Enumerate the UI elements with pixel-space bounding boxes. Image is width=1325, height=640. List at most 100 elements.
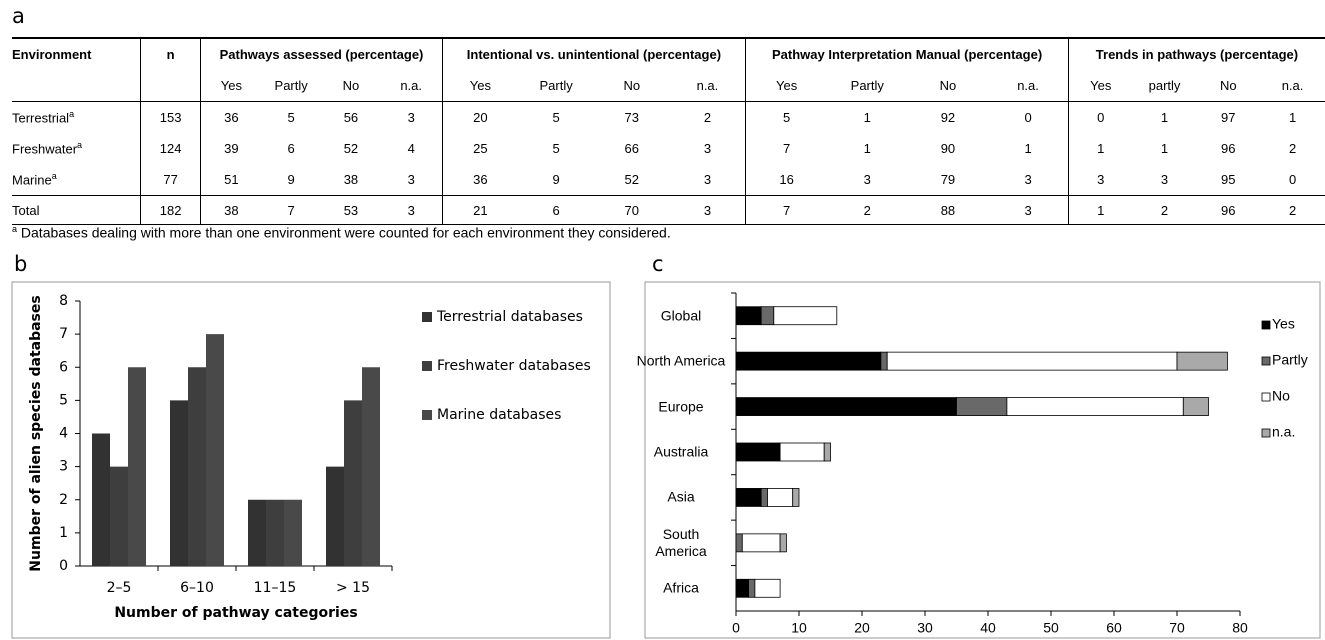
legend-label: Terrestrial databases <box>436 309 583 325</box>
legend-label: No <box>1272 388 1290 404</box>
bar-segment <box>773 306 838 326</box>
note-mark: a <box>77 140 83 151</box>
bar <box>170 400 188 566</box>
cell: 70 <box>593 195 670 225</box>
bar <box>344 400 362 566</box>
bar-segment <box>1176 351 1228 371</box>
panel-frame <box>644 281 1321 639</box>
cell: 9 <box>552 172 560 187</box>
cell: 2 <box>703 110 712 125</box>
y-tick-label: Africa <box>663 579 699 596</box>
footnote-text: Databases dealing with more than one env… <box>20 224 671 241</box>
panel-label: a <box>12 4 25 28</box>
bar-segment <box>792 488 800 507</box>
cell: 92 <box>940 110 956 125</box>
x-tick-label: > 15 <box>336 580 370 596</box>
cell: 1 <box>1160 110 1169 125</box>
y-tick-label: 4 <box>59 426 68 442</box>
legend-label: Partly <box>1272 352 1308 368</box>
bar-segment <box>735 533 743 553</box>
subheader: No <box>907 70 989 102</box>
group-header: Pathways assessed (percentage) <box>200 38 443 70</box>
table-row: Terrestriala 153 36 5 56 3 20 5 73 2 5 1 92 0 0 1 97 1 <box>12 101 1325 134</box>
cell: 73 <box>624 110 640 125</box>
cell: 153 <box>139 101 201 133</box>
cell: 16 <box>745 164 827 196</box>
cell: 56 <box>343 110 359 125</box>
bar <box>362 367 380 566</box>
table-row: Freshwatera 124 39 6 52 4 25 5 66 3 7 1 90 1 1 1 96 2 <box>12 133 1325 164</box>
cell: 38 <box>200 195 262 225</box>
y-tick-label: Europe <box>658 398 704 415</box>
bar <box>188 367 206 566</box>
legend-label: Freshwater databases <box>437 358 591 374</box>
row-label: Marinea <box>12 164 140 196</box>
bar-segment <box>748 578 756 598</box>
table-row: Marinea 77 51 9 38 3 36 9 52 3 16 3 79 3 3 3 95 0 <box>12 164 1325 196</box>
y-tick-label: 8 <box>59 293 68 309</box>
cell: 5 <box>552 141 560 156</box>
y-tick-label: 0 <box>59 558 68 574</box>
cell: 1 <box>1067 133 1133 164</box>
cell: 1 <box>1160 141 1169 156</box>
bar <box>266 499 284 566</box>
cell: 1 <box>1024 141 1032 156</box>
cell: 7 <box>261 195 322 225</box>
subheader: Yes <box>200 70 262 102</box>
cell: 1 <box>863 141 871 156</box>
y-axis-label: Number of alien species databases <box>28 295 44 571</box>
panel-frame <box>11 281 611 639</box>
row-name: Terrestrial <box>12 110 70 126</box>
legend-label: n.a. <box>1272 424 1295 440</box>
bar-segment <box>735 488 762 507</box>
bar <box>206 334 224 566</box>
bar <box>284 499 302 566</box>
subheader: n.a. <box>1260 70 1325 102</box>
cell: 53 <box>321 195 381 225</box>
cell: 1 <box>863 110 871 125</box>
x-axis-label: Number of pathway categories <box>114 605 357 621</box>
cell: 66 <box>624 141 640 156</box>
y-tick-label: 2 <box>59 492 68 508</box>
x-tick-label: 30 <box>917 620 933 636</box>
legend-swatch <box>1261 428 1271 438</box>
table-row: Total 182 38 7 53 3 21 6 70 3 7 2 88 3 1 2 96 2 <box>12 195 1325 225</box>
cell: 36 <box>441 164 519 196</box>
bar-segment <box>886 351 1178 371</box>
group-header: Environment <box>12 38 141 102</box>
y-tick-label: Australia <box>653 443 709 460</box>
cell: 0 <box>1067 101 1133 133</box>
cell: 9 <box>287 172 295 187</box>
cell: 2 <box>1288 141 1297 156</box>
cell: 1 <box>1067 195 1133 225</box>
y-tick-label: 6 <box>59 359 68 375</box>
cell: 5 <box>745 101 827 133</box>
cell: 124 <box>139 133 201 164</box>
bar <box>128 367 146 566</box>
x-tick-label: 60 <box>1106 620 1122 636</box>
subheader: No <box>593 70 670 102</box>
bar-segment <box>767 488 794 507</box>
cell: 3 <box>703 141 712 156</box>
bar-segment <box>735 351 882 371</box>
x-tick-label: 50 <box>1043 620 1059 636</box>
y-tick-label: South America <box>655 525 707 559</box>
legend-swatch <box>422 312 432 322</box>
x-tick-label: 6–10 <box>180 580 214 596</box>
bar-segment <box>741 533 781 553</box>
cell: 51 <box>200 164 262 196</box>
subheader: Yes <box>441 70 519 102</box>
subheader: Partly <box>826 70 908 102</box>
cell: 3 <box>703 172 712 187</box>
row-name: Total <box>12 202 40 218</box>
cell: 5 <box>287 110 295 125</box>
cell: 3 <box>1160 172 1169 187</box>
group-header: Intentional vs. unintentional (percentag… <box>441 38 746 70</box>
subheader: partly <box>1132 70 1197 102</box>
x-tick-label: 20 <box>854 620 870 636</box>
legend-label: Marine databases <box>437 407 561 423</box>
row-label: Terrestriala <box>12 102 140 134</box>
bar-segment <box>754 578 781 598</box>
